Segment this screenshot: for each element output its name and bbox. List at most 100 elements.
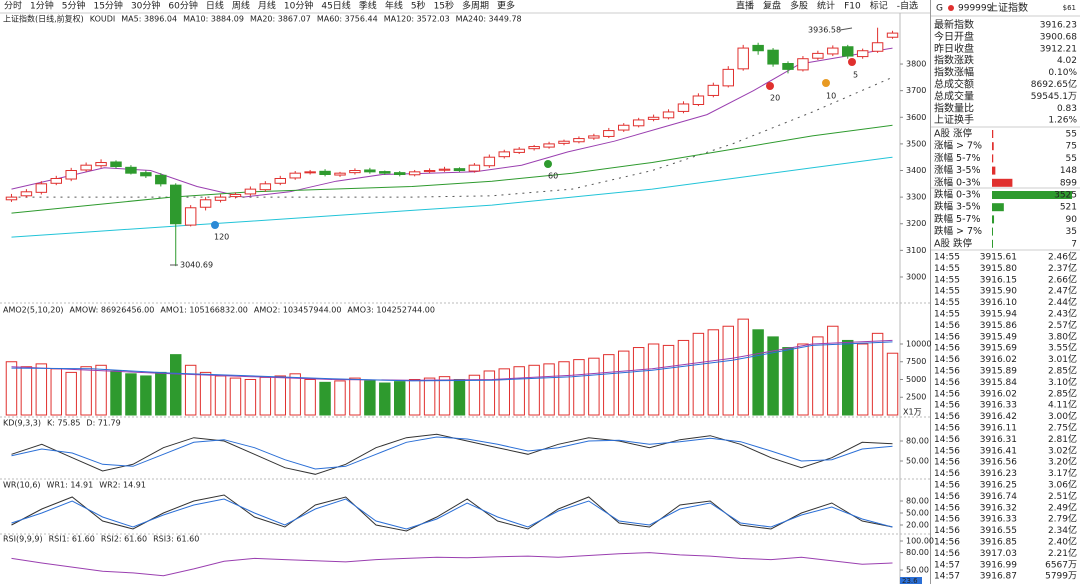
trade-time: 14:56 [934, 412, 960, 422]
trade-price: 3916.33 [980, 515, 1017, 525]
volume-bar [722, 325, 734, 416]
candle-body [364, 169, 376, 173]
indicator-header: MA10: 3884.09 [183, 15, 244, 24]
tool-button[interactable]: 直播 [736, 0, 754, 12]
trade-price: 3916.10 [980, 298, 1017, 308]
tool-button[interactable]: 统计 [817, 0, 835, 12]
y-tick-label: 50.00 [906, 566, 929, 575]
tool-button[interactable]: 多股 [790, 0, 808, 12]
candle-body [140, 172, 152, 177]
candle-body [155, 174, 167, 185]
breadth-bar [992, 154, 994, 163]
breadth-label: 跌幅 0-3% [934, 189, 981, 201]
candle-body [797, 58, 809, 71]
tool-button[interactable]: F10 [844, 2, 861, 12]
y-tick-label: 50.00 [906, 457, 929, 466]
volume-bar [498, 368, 510, 416]
trade-price: 3916.25 [980, 481, 1017, 491]
period-tab[interactable]: 多周期 [462, 0, 489, 12]
candle-body [886, 32, 899, 38]
period-tab[interactable]: 季线 [359, 0, 377, 12]
candle-body [289, 172, 301, 179]
period-tab[interactable]: 1分钟 [30, 0, 54, 12]
trade-volume: 3.80亿 [1048, 330, 1077, 342]
trade-time: 14:56 [934, 321, 960, 331]
trade-volume: 2.57亿 [1048, 319, 1077, 331]
indicator-header: KOUDI [90, 15, 115, 24]
candle-body [199, 199, 212, 208]
volume-bar [110, 370, 122, 416]
volume-bar [543, 363, 555, 416]
breadth-bar [992, 166, 996, 175]
candle-body [722, 68, 734, 87]
signal-icon [848, 58, 856, 66]
period-tab[interactable]: 60分钟 [168, 0, 197, 12]
y-tick-label: 20.00 [906, 521, 929, 530]
period-tab[interactable]: 月线 [258, 0, 276, 12]
y-tick-label: 3300 [906, 193, 926, 202]
period-tab[interactable]: 15秒 [434, 0, 454, 12]
breadth-bar [992, 191, 1072, 199]
volume-bar [871, 332, 884, 416]
breadth-count: 75 [1066, 142, 1077, 152]
y-tick-label: 10000 [906, 339, 931, 348]
trade-volume: 2.51亿 [1048, 490, 1077, 502]
y-tick-label: 3500 [906, 139, 926, 148]
period-tab[interactable]: 更多 [497, 0, 515, 12]
breadth-label: 涨幅 > 7% [934, 140, 982, 152]
tool-button[interactable]: -自选 [897, 0, 918, 12]
trade-time: 14:56 [934, 435, 960, 445]
quote-label: 总成交额 [934, 78, 974, 91]
quote-label: 最新指数 [934, 18, 974, 31]
quote-label: 今日开盘 [934, 30, 974, 43]
indicator-line [11, 156, 893, 238]
candle-body [65, 170, 77, 180]
breadth-bar [992, 130, 994, 138]
breadth-label: 涨幅 0-3% [934, 176, 981, 188]
trade-time: 14:56 [934, 481, 960, 491]
volume-bar [438, 376, 451, 416]
trade-time: 14:56 [934, 538, 960, 548]
y-tick-label: 50.00 [906, 509, 929, 518]
volume-bar [468, 374, 481, 416]
trade-price: 3915.86 [980, 321, 1017, 331]
volume-bar [274, 375, 286, 416]
candle-body [50, 177, 62, 184]
period-tab[interactable]: 30分钟 [131, 0, 160, 12]
trade-volume: 2.49亿 [1048, 501, 1077, 513]
period-tab[interactable]: 5秒 [411, 0, 426, 12]
period-tab[interactable]: 45日线 [321, 0, 350, 12]
period-tab[interactable]: 日线 [206, 0, 224, 12]
trade-price: 3916.99 [980, 560, 1017, 570]
candle-body [558, 140, 570, 144]
indicator-header: RSI3: 61.60 [153, 535, 199, 544]
tool-button[interactable]: 标记 [870, 0, 888, 12]
candle-body [349, 170, 361, 174]
annotation-leader [839, 27, 853, 31]
period-tab[interactable]: 分时 [4, 0, 22, 12]
candle-body [438, 168, 451, 171]
candle-body [394, 172, 406, 176]
candle-body [737, 47, 749, 70]
header-code: 999999 [958, 4, 993, 14]
period-tab[interactable]: 年线 [385, 0, 403, 12]
period-tab[interactable]: 15分钟 [93, 0, 122, 12]
candle-body [588, 135, 600, 139]
trade-volume: 2.66亿 [1048, 273, 1077, 285]
quote-value: 1.26% [1048, 116, 1077, 126]
candle-body [618, 124, 630, 131]
period-tab[interactable]: 周线 [232, 0, 250, 12]
trade-price: 3915.89 [980, 367, 1017, 377]
trade-volume: 2.46亿 [1048, 251, 1077, 263]
tool-button[interactable]: 复盘 [763, 0, 781, 12]
period-tab[interactable]: 10分钟 [284, 0, 313, 12]
volume-bar [349, 377, 361, 416]
breadth-label: 跌幅 5-7% [934, 213, 981, 225]
candle-body [35, 183, 48, 193]
volume-bar [737, 318, 749, 416]
volume-bar [214, 375, 227, 416]
indicator-line [11, 436, 893, 470]
trade-volume: 6567万 [1045, 560, 1077, 570]
trade-price: 3916.56 [980, 458, 1017, 468]
period-tab[interactable]: 5分钟 [62, 0, 86, 12]
